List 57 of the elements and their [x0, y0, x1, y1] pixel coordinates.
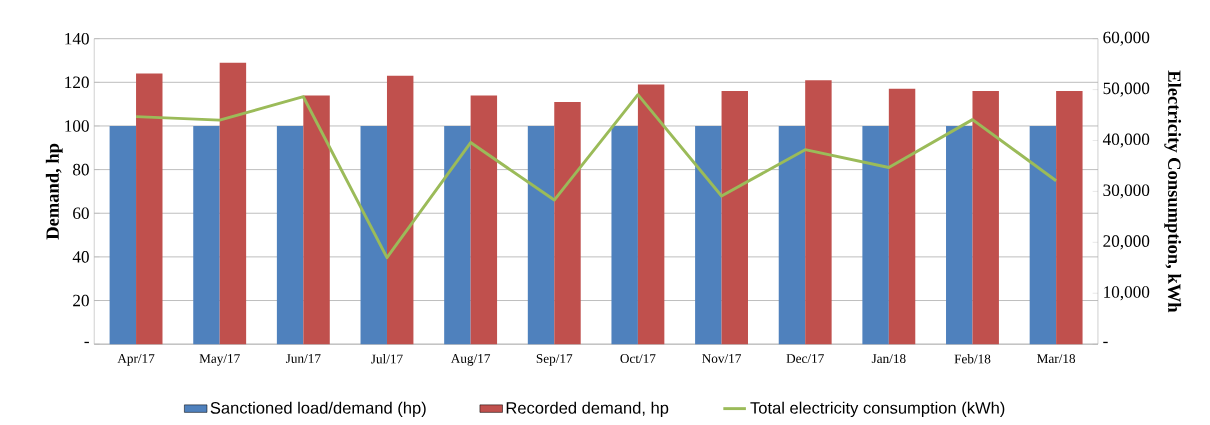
y2-tick-label: 10,000: [1104, 285, 1150, 301]
bar: [637, 84, 665, 344]
x-tick-label: Apr/17: [117, 353, 155, 366]
x-tick-label: Feb/18: [954, 353, 991, 364]
bar: [1029, 125, 1057, 344]
y2-tick-label: 60,000: [1103, 31, 1150, 46]
y-tick-label: 80: [73, 163, 89, 176]
y2-tick-label: 50,000: [1103, 82, 1150, 97]
bar: [946, 125, 973, 344]
y-axis-title: Demand, hp: [45, 143, 63, 240]
y2-tick-label: 30,000: [1103, 184, 1150, 199]
y-tick-label: -: [84, 341, 89, 343]
x-tick-label: Dec/17: [786, 353, 824, 363]
bar: [1056, 90, 1083, 344]
y2-tick-label: -: [1103, 341, 1108, 343]
bar: [303, 95, 330, 344]
x-tick-label: Jan/18: [871, 353, 906, 363]
legend-label: Sanctioned load/demand (hp): [210, 401, 426, 417]
y-tick-label: 100: [65, 119, 89, 132]
legend-label: Recorded demand, hp: [506, 401, 669, 417]
bar: [219, 62, 247, 344]
x-tick-label: May/17: [199, 353, 240, 366]
bar: [360, 125, 387, 344]
legend-label: Total electricity consumption (kWh): [750, 401, 1005, 417]
bar: [972, 90, 999, 344]
y2-tick-label: 40,000: [1102, 133, 1150, 148]
line-series: [134, 92, 1058, 259]
bar: [444, 125, 471, 344]
bar: [611, 125, 638, 344]
y-tick-label: 140: [65, 32, 89, 45]
bar: [888, 88, 916, 344]
bar: [193, 125, 220, 344]
x-tick-label: Jul/17: [371, 353, 403, 364]
y-tick-label: 120: [65, 76, 89, 88]
y-tick-label: 60: [73, 207, 89, 219]
bar: [386, 75, 414, 344]
bar: [721, 90, 748, 344]
bar: [470, 95, 498, 344]
bar: [554, 101, 581, 344]
x-tick-label: Mar/18: [1037, 353, 1076, 363]
bar: [136, 73, 163, 344]
y-tick-label: 20: [73, 294, 89, 307]
x-tick-label: Sep/17: [536, 353, 573, 366]
bar: [805, 79, 832, 344]
bar: [527, 125, 555, 344]
bar: [109, 125, 137, 344]
x-tick-label: Oct/17: [620, 353, 656, 363]
y-tick-label: 40: [72, 250, 89, 263]
x-tick-label: Aug/17: [450, 353, 491, 366]
x-tick-label: Jun/17: [285, 353, 321, 363]
bar: [862, 125, 889, 344]
x-tick-label: Nov/17: [702, 353, 742, 363]
bar: [695, 125, 722, 344]
y2-axis-title: Electricity Consumption, kWh: [1164, 70, 1182, 313]
bar: [778, 125, 806, 344]
y2-tick-label: 20,000: [1103, 235, 1150, 250]
bar: [276, 125, 304, 344]
